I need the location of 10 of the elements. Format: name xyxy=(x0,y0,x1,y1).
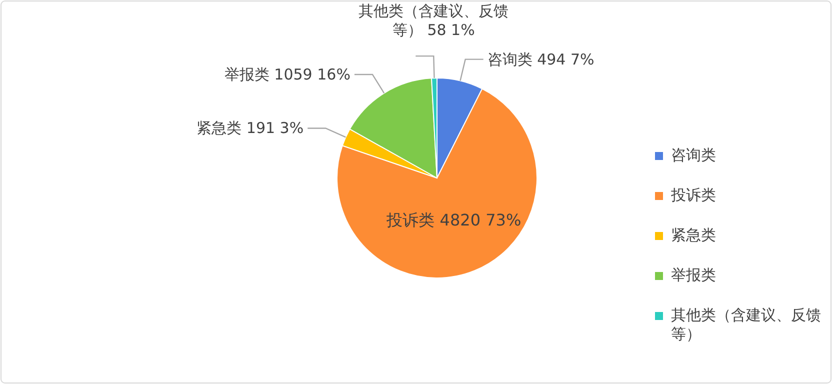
legend-label: 紧急类 xyxy=(671,226,716,244)
legend-label: 咨询类 xyxy=(671,146,716,164)
category-label: 咨询类 494 7% xyxy=(487,50,594,68)
legend-label: 举报类 xyxy=(671,266,716,284)
legend-label: 投诉类 xyxy=(670,186,716,204)
category-label: 其他类（含建议、反馈等） 58 1% xyxy=(358,2,509,39)
legend-label: 其他类（含建议、反馈等） xyxy=(671,306,821,343)
category-label: 投诉类 4820 73% xyxy=(386,210,522,230)
category-label: 紧急类 191 3% xyxy=(196,119,304,138)
category-label: 举报类 1059 16% xyxy=(224,65,350,84)
